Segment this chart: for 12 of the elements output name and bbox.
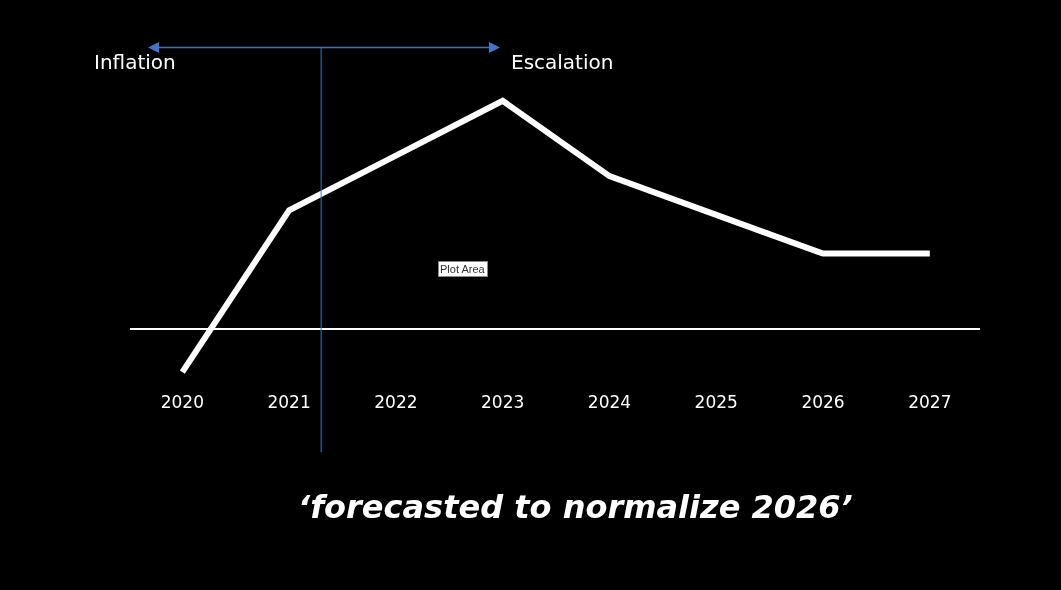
x-tick-label: 2027 [908,392,952,413]
x-tick-label: 2020 [160,392,204,413]
x-tick-label: 2023 [481,392,525,413]
x-tick-label: 2025 [694,392,738,413]
text: ‘forecasted to normalize 2026’ [298,488,853,526]
x-tick-label: 2026 [801,392,845,413]
x-tick-label: 2022 [374,392,418,413]
text: Escalation [511,50,614,74]
text: Inflation [94,50,176,74]
annotation: Plot Area [440,263,486,275]
x-tick-label: 2024 [587,392,632,413]
x-tick-label: 2021 [267,392,311,413]
